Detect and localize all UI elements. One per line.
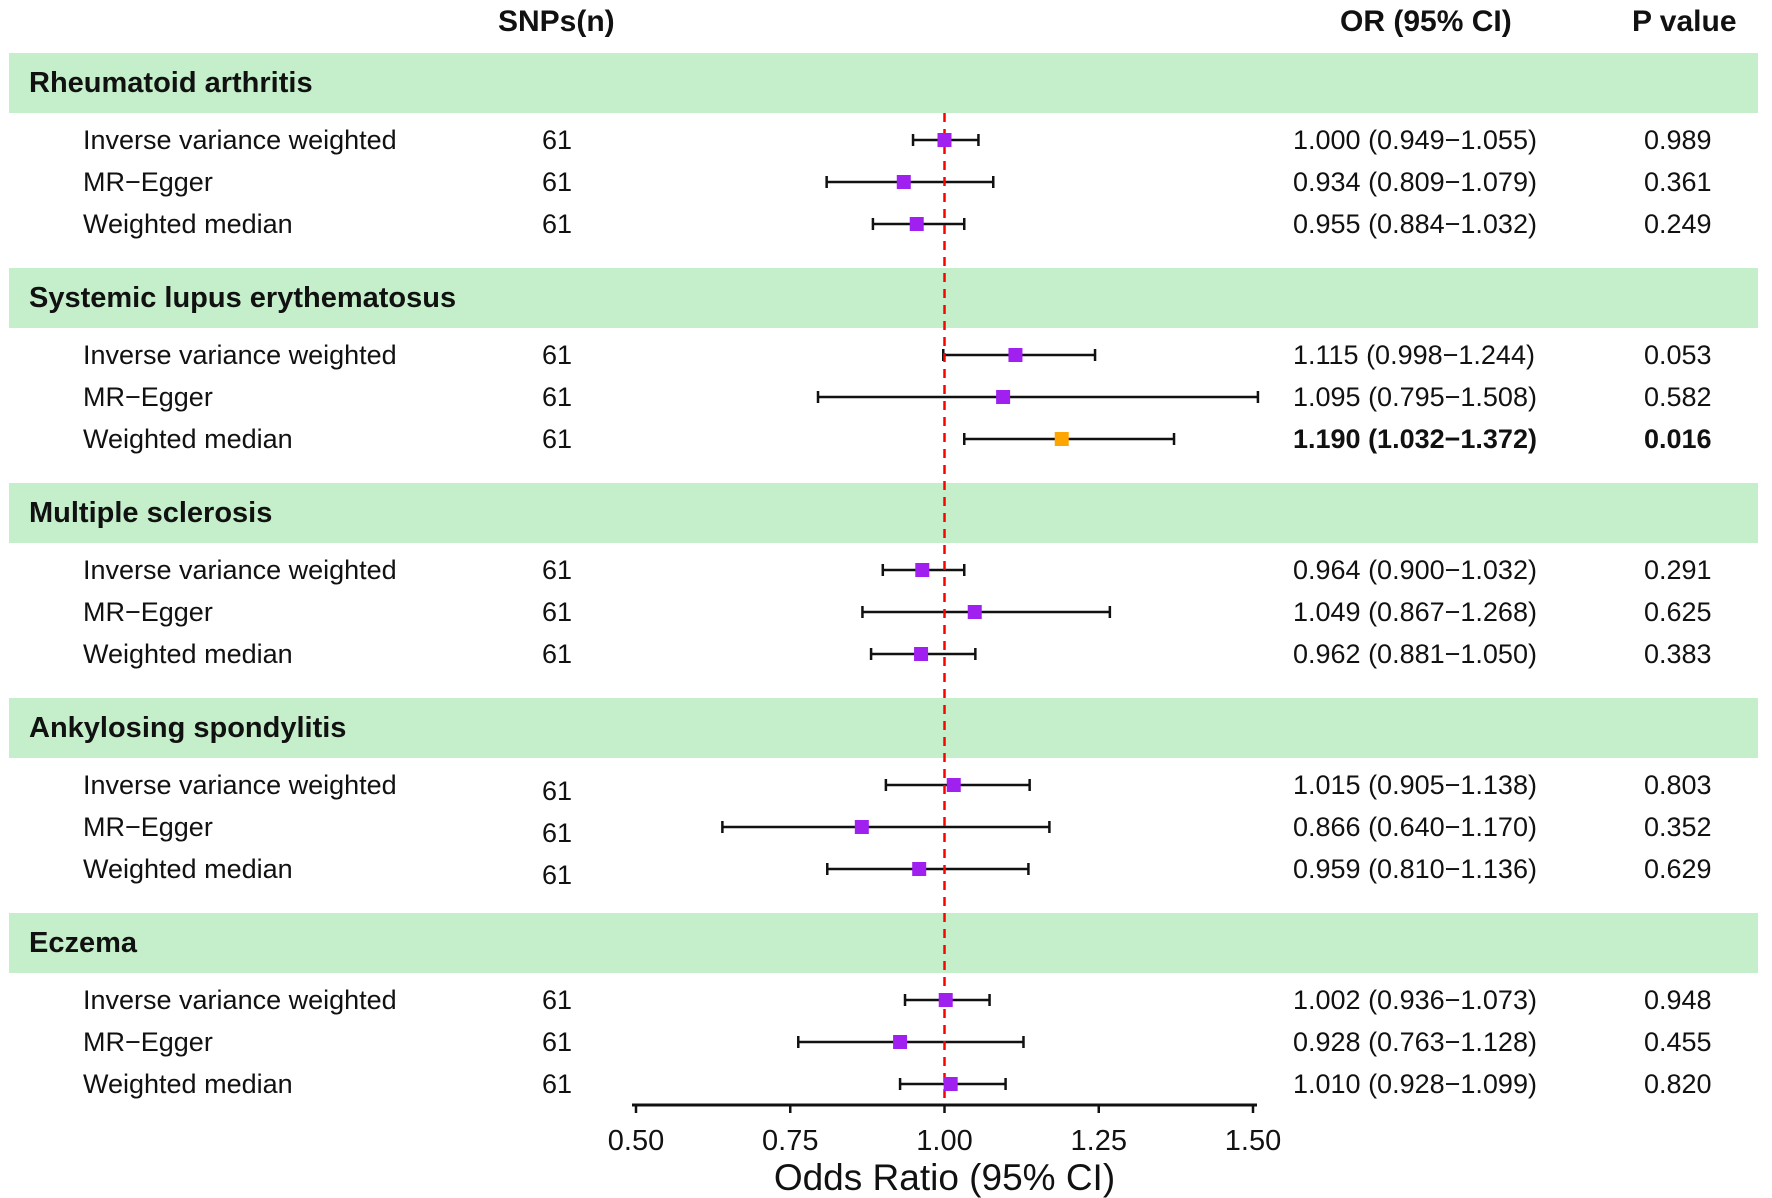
method-label: Weighted median	[83, 209, 293, 239]
or-ci-value: 0.962 (0.881−1.050)	[1293, 639, 1537, 669]
method-label: Inverse variance weighted	[83, 555, 397, 585]
or-ci-value: 1.095 (0.795−1.508)	[1293, 382, 1537, 412]
snp-count: 61	[542, 639, 573, 669]
x-tick-label: 1.00	[916, 1125, 972, 1157]
method-label: MR−Egger	[83, 167, 213, 197]
point-estimate-marker	[1054, 432, 1069, 446]
snp-count: 61	[542, 382, 573, 412]
point-estimate-marker	[1008, 348, 1023, 362]
or-ci-value: 0.928 (0.763−1.128)	[1293, 1027, 1537, 1057]
snp-count: 61	[542, 776, 573, 806]
group-band: Multiple sclerosis	[9, 483, 1758, 543]
or-ci-value: 1.190 (1.032−1.372)	[1293, 424, 1537, 454]
point-estimate-marker	[946, 778, 961, 792]
or-ci-value: 1.002 (0.936−1.073)	[1293, 985, 1537, 1015]
group-band: Ankylosing spondylitis	[9, 698, 1758, 758]
group-title: Multiple sclerosis	[29, 497, 273, 529]
snp-count: 61	[542, 167, 573, 197]
method-label: MR−Egger	[83, 382, 213, 412]
point-estimate-marker	[854, 820, 869, 834]
method-label: MR−Egger	[83, 1027, 213, 1057]
method-label: Weighted median	[83, 1069, 293, 1099]
snp-count: 61	[542, 985, 573, 1015]
p-value: 0.291	[1644, 555, 1712, 585]
point-estimate-marker	[996, 390, 1011, 404]
snp-count: 61	[542, 209, 573, 239]
snp-count: 61	[542, 597, 573, 627]
point-estimate-marker	[943, 1077, 958, 1091]
method-label: MR−Egger	[83, 597, 213, 627]
method-label: Inverse variance weighted	[83, 770, 397, 800]
or-ci-value: 0.959 (0.810−1.136)	[1293, 854, 1537, 884]
x-tick-label: 0.75	[762, 1125, 818, 1157]
p-value: 0.455	[1644, 1027, 1712, 1057]
p-value: 0.629	[1644, 854, 1712, 884]
p-value: 0.361	[1644, 167, 1712, 197]
x-tick-label: 1.50	[1225, 1125, 1281, 1157]
method-label: Inverse variance weighted	[83, 985, 397, 1015]
snp-count: 61	[542, 1027, 573, 1057]
snp-count: 61	[542, 424, 573, 454]
p-value: 0.582	[1644, 382, 1712, 412]
point-estimate-marker	[896, 175, 911, 189]
snp-count: 61	[542, 555, 573, 585]
group-band: Systemic lupus erythematosus	[9, 268, 1758, 328]
point-estimate-marker	[914, 647, 929, 661]
p-value: 0.948	[1644, 985, 1712, 1015]
group-title: Eczema	[29, 927, 138, 959]
point-estimate-marker	[912, 862, 927, 876]
snp-count: 61	[542, 860, 573, 890]
or-ci-value: 1.049 (0.867−1.268)	[1293, 597, 1537, 627]
p-value: 0.989	[1644, 125, 1712, 155]
group-band: Eczema	[9, 913, 1758, 973]
x-tick-label: 1.25	[1071, 1125, 1127, 1157]
or-ci-value: 1.010 (0.928−1.099)	[1293, 1069, 1537, 1099]
method-label: MR−Egger	[83, 812, 213, 842]
group-title: Ankylosing spondylitis	[29, 712, 347, 744]
p-value: 0.053	[1644, 340, 1712, 370]
header-p-value: P value	[1632, 5, 1737, 38]
p-value: 0.803	[1644, 770, 1712, 800]
method-label: Weighted median	[83, 424, 293, 454]
method-label: Weighted median	[83, 639, 293, 669]
x-axis-title: Odds Ratio (95% CI)	[774, 1157, 1115, 1198]
point-estimate-marker	[909, 217, 924, 231]
method-label: Inverse variance weighted	[83, 125, 397, 155]
snp-count: 61	[542, 340, 573, 370]
method-label: Inverse variance weighted	[83, 340, 397, 370]
p-value: 0.625	[1644, 597, 1712, 627]
or-ci-value: 0.955 (0.884−1.032)	[1293, 209, 1537, 239]
p-value: 0.383	[1644, 639, 1712, 669]
snp-count: 61	[542, 125, 573, 155]
point-estimate-marker	[893, 1035, 908, 1049]
group-title: Rheumatoid arthritis	[29, 67, 313, 99]
method-label: Weighted median	[83, 854, 293, 884]
p-value: 0.352	[1644, 812, 1712, 842]
point-estimate-marker	[937, 133, 952, 147]
point-estimate-marker	[915, 563, 930, 577]
p-value: 0.820	[1644, 1069, 1712, 1099]
header-snps: SNPs(n)	[498, 5, 615, 38]
point-estimate-marker	[938, 993, 953, 1007]
point-estimate-marker	[967, 605, 982, 619]
header-or-ci: OR (95% CI)	[1340, 5, 1512, 38]
x-tick-label: 0.50	[608, 1125, 664, 1157]
or-ci-value: 1.115 (0.998−1.244)	[1293, 340, 1535, 370]
group-title: Systemic lupus erythematosus	[29, 282, 457, 314]
p-value: 0.249	[1644, 209, 1712, 239]
p-value: 0.016	[1644, 424, 1712, 454]
or-ci-value: 1.000 (0.949−1.055)	[1293, 125, 1537, 155]
or-ci-value: 0.866 (0.640−1.170)	[1293, 812, 1537, 842]
snp-count: 61	[542, 1069, 573, 1099]
or-ci-value: 1.015 (0.905−1.138)	[1293, 770, 1537, 800]
group-band: Rheumatoid arthritis	[9, 53, 1758, 113]
snp-count: 61	[542, 818, 573, 848]
or-ci-value: 0.934 (0.809−1.079)	[1293, 167, 1537, 197]
or-ci-value: 0.964 (0.900−1.032)	[1293, 555, 1537, 585]
